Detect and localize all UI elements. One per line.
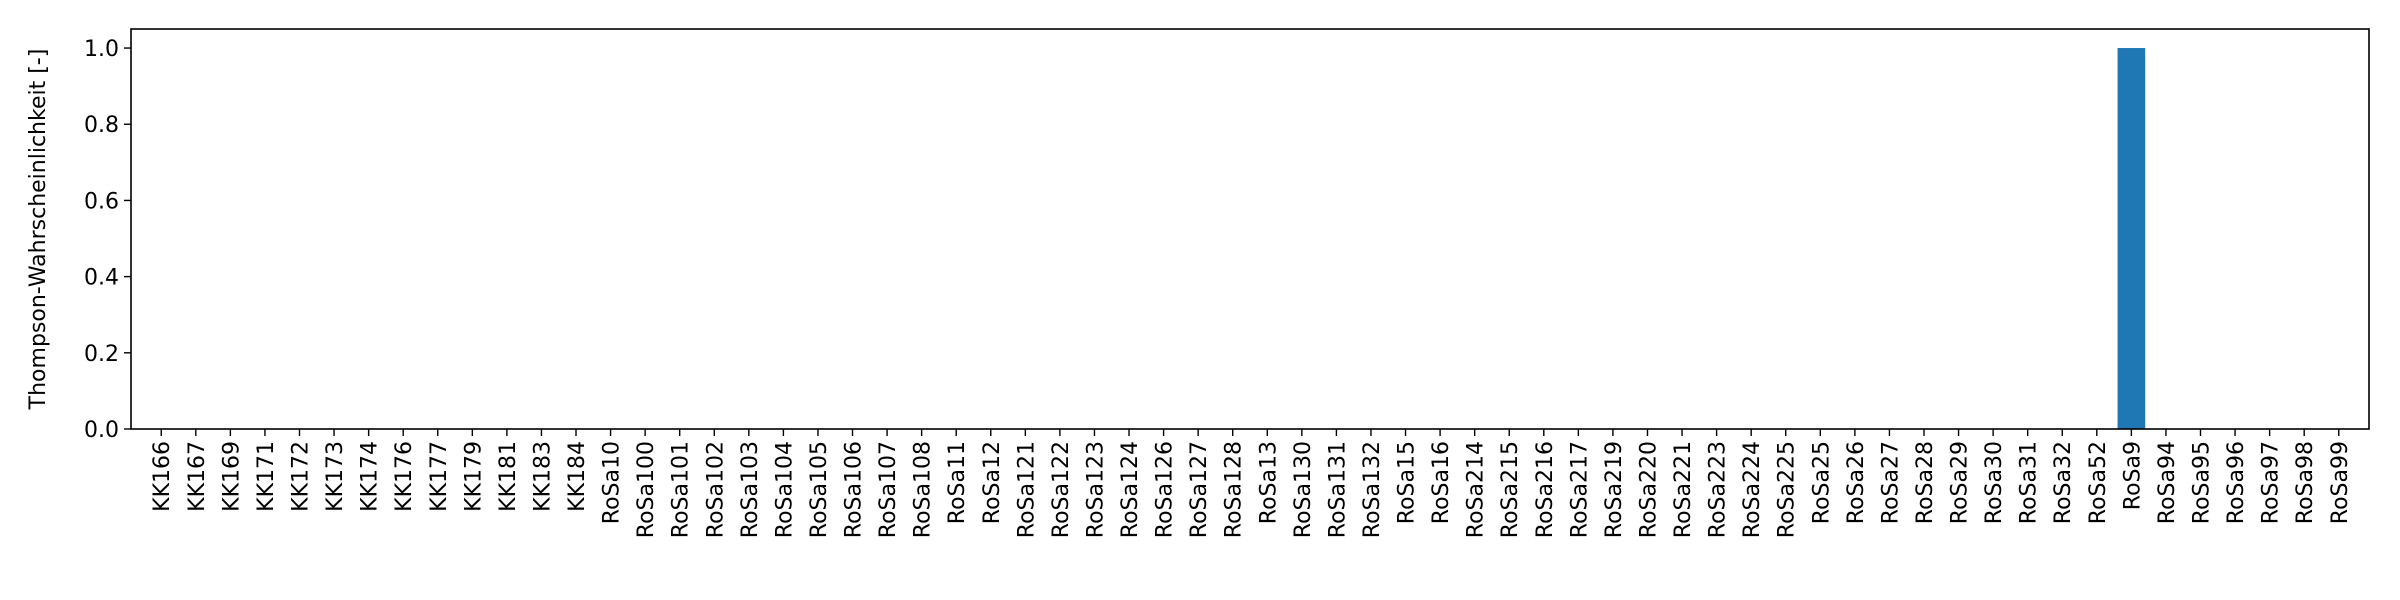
x-tick-label: RoSa131 — [1325, 441, 1350, 538]
x-tick-label: RoSa25 — [1809, 441, 1834, 524]
y-tick-label: 0.8 — [84, 113, 119, 138]
plot-frame — [130, 28, 2370, 430]
bars-group — [2117, 48, 2146, 430]
x-tick-label: RoSa126 — [1153, 441, 1178, 538]
x-tick-label: KK181 — [496, 441, 521, 512]
x-tick-label: KK173 — [323, 441, 348, 512]
y-axis-label: Thompson-Wahrscheinlichkeit [-] — [26, 49, 51, 411]
x-tick-label: RoSa215 — [1498, 441, 1523, 538]
x-tick-label: RoSa96 — [2224, 441, 2249, 524]
y-tick-label: 1.0 — [84, 37, 119, 62]
x-tick-label: RoSa94 — [2155, 441, 2180, 524]
bar-RoSa9 — [2117, 48, 2146, 430]
x-tick-label: RoSa104 — [772, 441, 797, 538]
x-tick-label: RoSa128 — [1222, 441, 1247, 538]
x-tick-label: KK171 — [254, 441, 279, 512]
x-tick-label: RoSa100 — [634, 441, 659, 538]
x-tick-label: RoSa102 — [703, 441, 728, 538]
x-tick-label: RoSa27 — [1878, 441, 1903, 524]
x-tick-label: KK177 — [427, 441, 452, 512]
x-tick-label: RoSa122 — [1049, 441, 1074, 538]
x-tick-label: RoSa221 — [1671, 441, 1696, 538]
x-tick-label: RoSa108 — [911, 441, 936, 538]
x-tick-label: RoSa130 — [1291, 441, 1316, 538]
x-tick-label: RoSa13 — [1256, 441, 1281, 524]
x-tick-label: RoSa95 — [2190, 441, 2215, 524]
x-tick-label: RoSa216 — [1533, 441, 1558, 538]
y-tick-label: 0.6 — [84, 189, 119, 214]
x-tick-label: RoSa127 — [1187, 441, 1212, 538]
y-tick-label: 0.2 — [84, 342, 119, 367]
x-tick-label: KK169 — [219, 441, 244, 512]
x-tick-label: RoSa12 — [980, 441, 1005, 524]
x-tick-label: KK176 — [392, 441, 417, 512]
x-tick-label: RoSa223 — [1706, 441, 1731, 538]
x-tick-label: RoSa31 — [2017, 441, 2042, 524]
x-tick-label: KK167 — [185, 441, 210, 512]
x-tick-label: RoSa10 — [600, 441, 625, 524]
x-tick-label: RoSa9 — [2120, 441, 2145, 510]
x-tick-label: RoSa124 — [1118, 441, 1143, 538]
x-tick-label: RoSa28 — [1913, 441, 1938, 524]
y-axis-ticks: 0.0 0.2 0.4 0.6 0.8 1.0 — [84, 37, 131, 443]
x-tick-label: RoSa29 — [1948, 441, 1973, 524]
x-tick-label: RoSa225 — [1775, 441, 1800, 538]
x-tick-label: RoSa106 — [842, 441, 867, 538]
x-tick-label: RoSa217 — [1567, 441, 1592, 538]
y-tick-label: 0.4 — [84, 266, 119, 291]
x-tick-label: RoSa99 — [2328, 441, 2353, 524]
x-tick-label: RoSa52 — [2086, 441, 2111, 524]
x-tick-label: RoSa105 — [807, 441, 832, 538]
x-tick-label: KK184 — [565, 441, 590, 512]
x-tick-label: RoSa219 — [1602, 441, 1627, 538]
x-tick-label: RoSa132 — [1360, 441, 1385, 538]
x-tick-label: KK179 — [461, 441, 486, 512]
x-tick-label: RoSa98 — [2293, 441, 2318, 524]
x-tick-label: KK172 — [288, 441, 313, 512]
x-tick-label: RoSa103 — [738, 441, 763, 538]
x-tick-label: KK166 — [150, 441, 175, 512]
x-tick-label: RoSa16 — [1429, 441, 1454, 524]
x-tick-label: RoSa97 — [2259, 441, 2284, 524]
x-tick-label: RoSa101 — [669, 441, 694, 538]
x-tick-label: RoSa107 — [876, 441, 901, 538]
x-tick-label: RoSa26 — [1844, 441, 1869, 524]
y-tick-label: 0.0 — [84, 418, 119, 443]
x-axis-ticks: KK166 KK167 KK169 KK171 KK172 KK173 KK174 KK176… — [150, 429, 2353, 538]
x-tick-label: RoSa11 — [945, 441, 970, 524]
x-tick-label: RoSa15 — [1395, 441, 1420, 524]
x-tick-label: KK183 — [530, 441, 555, 512]
x-tick-label: RoSa224 — [1740, 441, 1765, 538]
x-tick-label: RoSa214 — [1464, 441, 1489, 538]
x-tick-label: RoSa220 — [1636, 441, 1661, 538]
x-tick-label: RoSa32 — [2051, 441, 2076, 524]
x-tick-label: KK174 — [358, 441, 383, 512]
x-tick-label: RoSa121 — [1014, 441, 1039, 538]
x-tick-label: RoSa123 — [1083, 441, 1108, 538]
x-tick-label: RoSa30 — [1982, 441, 2007, 524]
